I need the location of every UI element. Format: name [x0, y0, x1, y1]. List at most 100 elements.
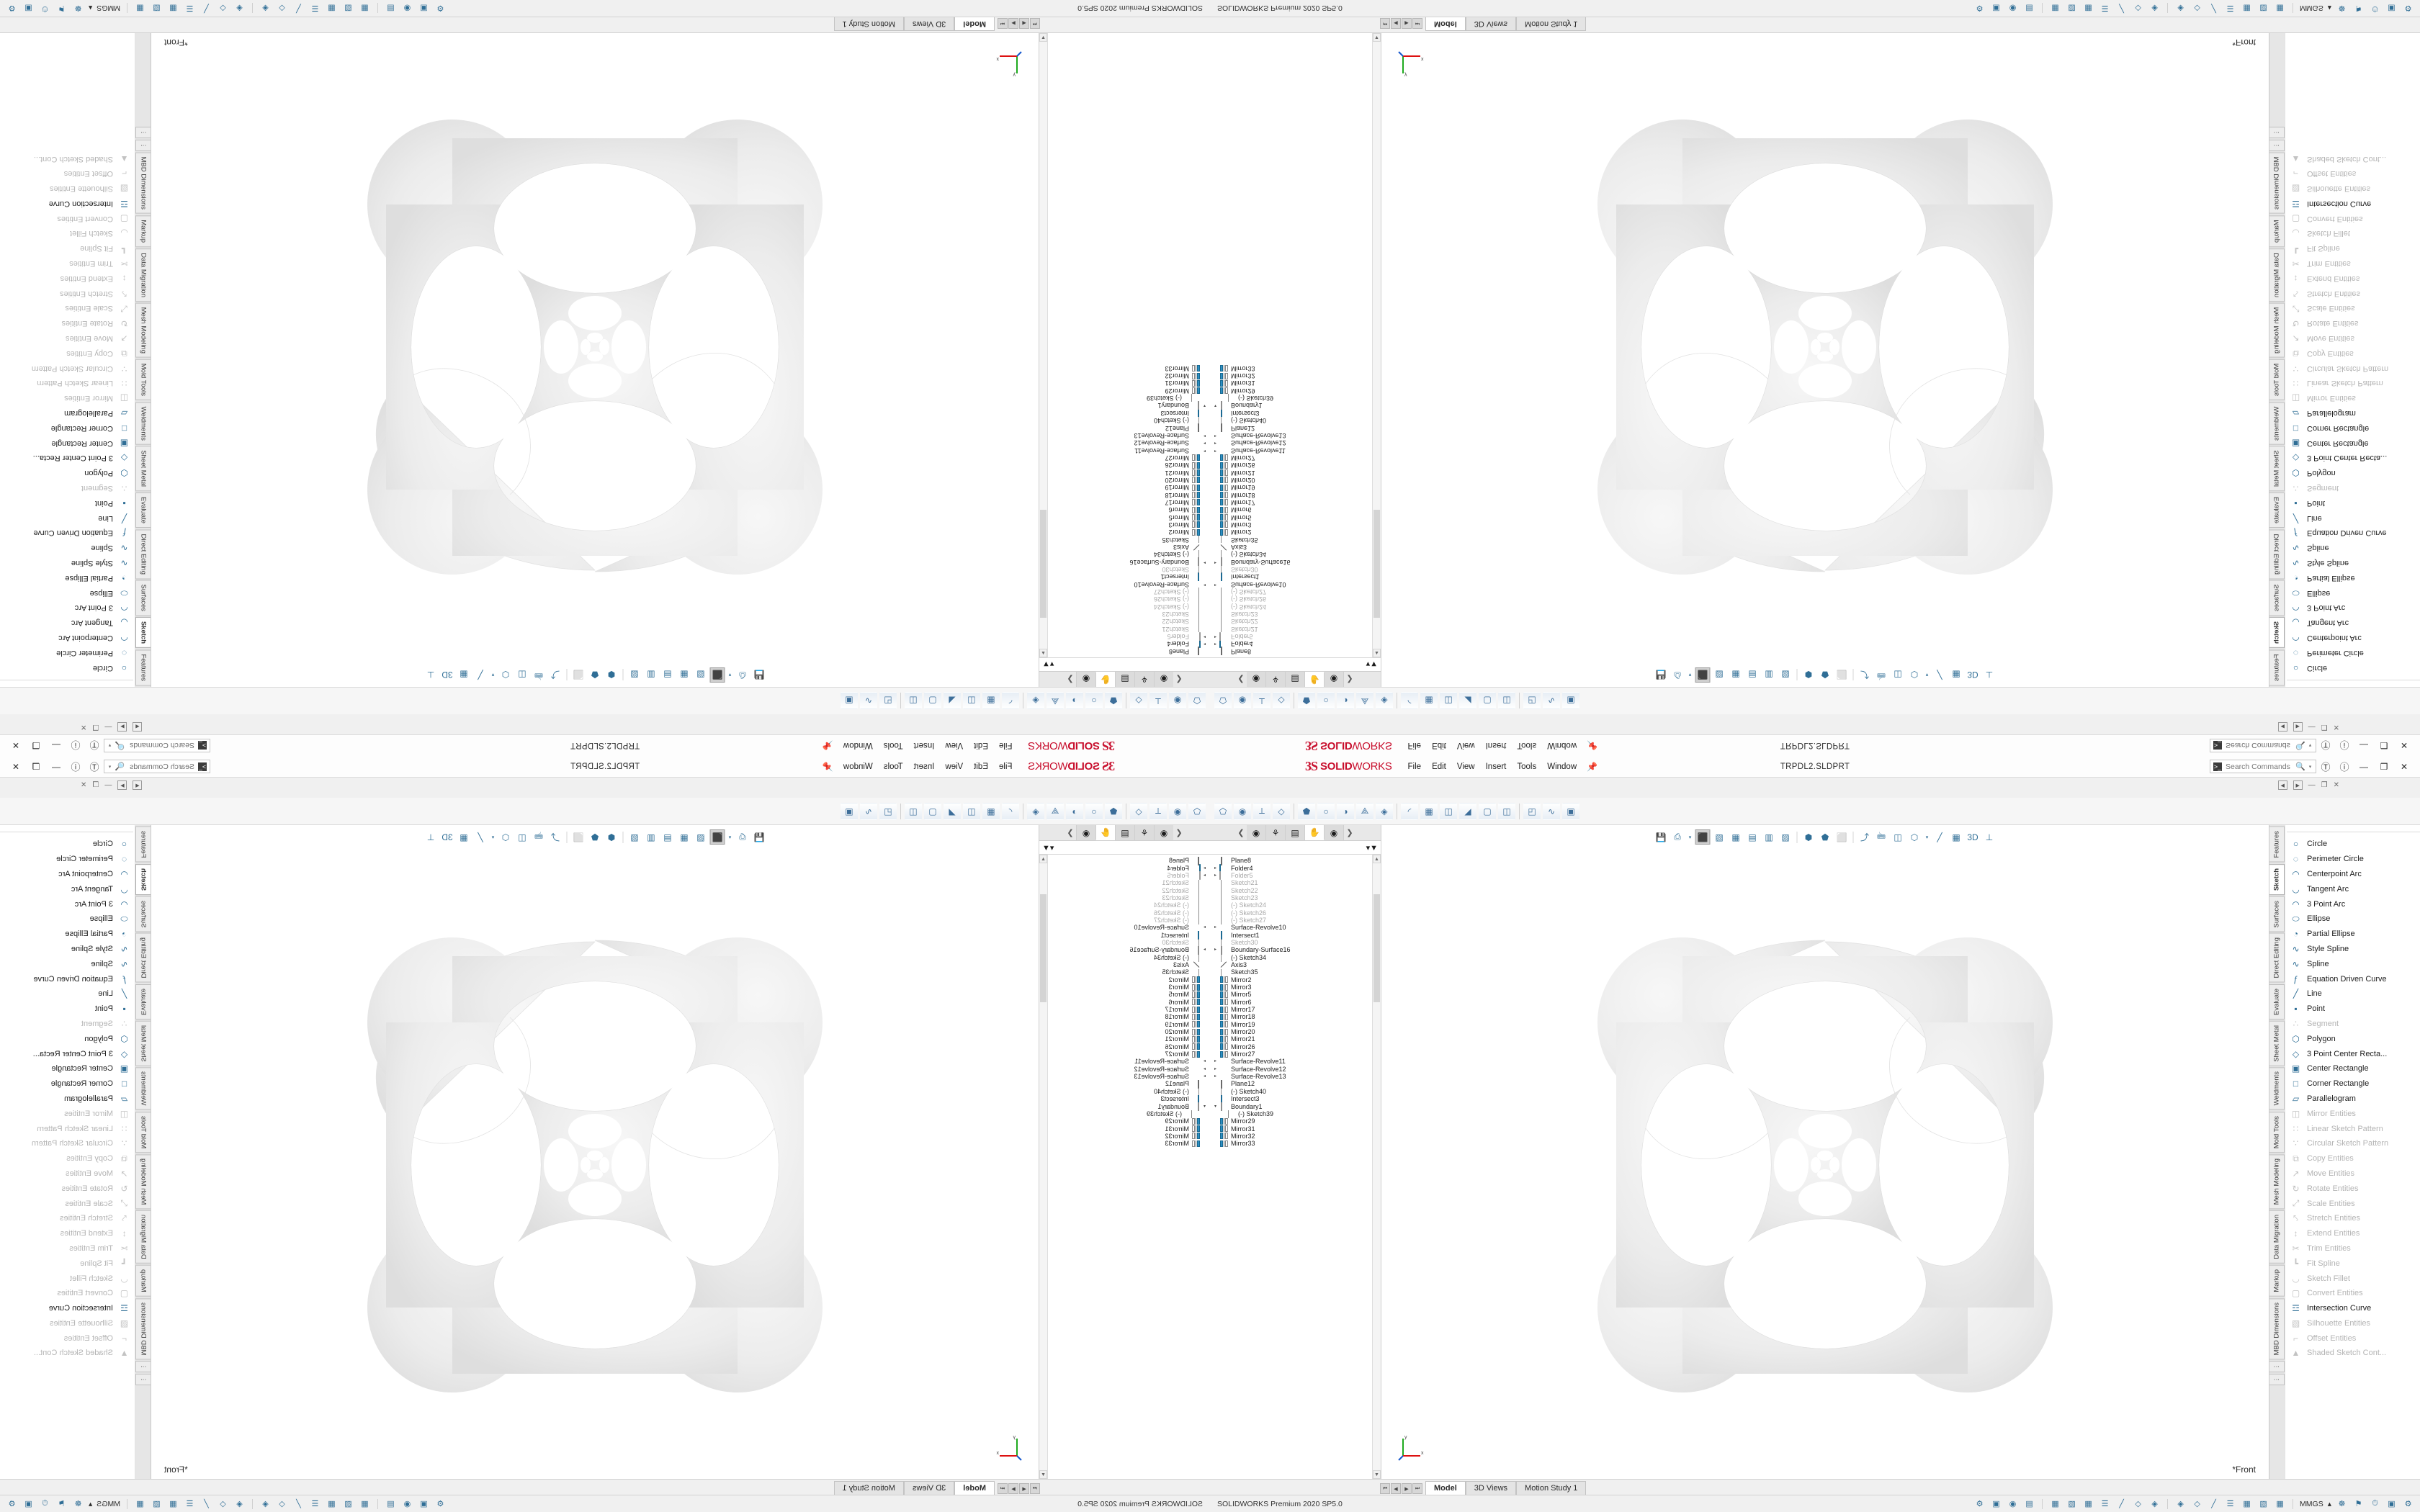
draft-icon[interactable]: ◢ — [944, 692, 961, 710]
expand-toggle-icon[interactable]: ▸ — [1214, 441, 1216, 446]
unit-system-caret-icon[interactable]: ▴ — [2327, 4, 2331, 13]
swept-cut-icon[interactable]: ⟁ — [1047, 692, 1064, 710]
perspective-button[interactable]: ╱ — [478, 670, 483, 680]
feature-tree-row[interactable]: Mirror21 — [1210, 469, 1381, 477]
feature-tree-tab[interactable]: ◉ — [1154, 825, 1173, 840]
feature-tree-row[interactable]: Plane8 — [1039, 856, 1210, 865]
scroll-down-icon[interactable]: ▼ — [1373, 1470, 1381, 1479]
mirror-icon[interactable]: ◫ — [1498, 692, 1515, 710]
restore-document-button[interactable]: ❐ — [92, 723, 99, 731]
chevron-down-icon[interactable]: ▾ — [2308, 742, 2312, 748]
sketch-status-icon[interactable]: ▣ — [420, 4, 428, 12]
sketch-menu-item[interactable]: ◡ Tangent Arc — [2285, 616, 2420, 631]
feature-tree-row[interactable]: Mirror6 — [1210, 999, 1381, 1006]
draft-icon[interactable]: ◢ — [1459, 692, 1476, 710]
linear-pattern-icon[interactable]: ▦ — [982, 802, 1000, 820]
feature-tree-row[interactable]: ▸ Folder5 — [1039, 871, 1210, 881]
hole-wizard-icon[interactable]: ○ — [1085, 802, 1103, 820]
tab-motion-study[interactable]: Motion Study 1 — [1516, 1481, 1587, 1495]
capture-icon[interactable]: ▣ — [24, 1500, 32, 1508]
tabs-scroll-left-icon[interactable]: ❮ — [1237, 829, 1245, 837]
tab-model[interactable]: Model — [954, 1481, 995, 1495]
chevron-down-icon[interactable]: ▾ — [2308, 764, 2312, 770]
search-input[interactable]: Search Commands — [130, 741, 194, 750]
sketch-menu-item[interactable]: □ Corner Rectangle — [2285, 1076, 2420, 1092]
command-tab-mbd-dimensions[interactable]: MBD Dimensions — [135, 152, 151, 215]
edge-icon[interactable]: ╱ — [2211, 4, 2216, 12]
swept-cut-icon[interactable]: ⟁ — [1356, 692, 1373, 710]
revolved-cut-icon[interactable]: ◑ — [1337, 802, 1354, 820]
reference-geometry-icon[interactable]: ◰ — [1523, 692, 1541, 710]
next-tab-icon[interactable]: ▶ — [1402, 18, 1412, 29]
sketch-menu-item[interactable]: ◇ 3 Point Center Recta... — [0, 1046, 135, 1061]
menu-item-edit[interactable]: Edit — [1432, 762, 1446, 771]
capture-icon[interactable]: ▣ — [2388, 4, 2396, 12]
feature-tree-row[interactable]: (-) Sketch40 — [1039, 1088, 1210, 1097]
feature-tree-row[interactable]: Sketch30 — [1210, 564, 1381, 573]
surface-d-icon[interactable]: ◇ — [220, 4, 226, 12]
hide-show-items-button[interactable]: ⤴ — [1860, 832, 1869, 842]
command-tab-evaluate[interactable]: Evaluate — [135, 984, 151, 1020]
reference-geometry-icon[interactable]: ◰ — [879, 802, 897, 820]
menu-item-insert[interactable]: Insert — [913, 741, 935, 750]
unit-system-icon[interactable]: ▦ — [361, 4, 369, 12]
grid2-icon[interactable]: ▦ — [2243, 1500, 2251, 1508]
measure-status-icon[interactable]: ◉ — [2009, 4, 2017, 12]
sketch-menu-item[interactable]: ◌ Perimeter Circle — [2285, 645, 2420, 660]
view-dropdown[interactable]: ▾ — [1688, 672, 1692, 678]
feature-tree-row[interactable]: Axis3 — [1210, 961, 1381, 968]
scroll-up-icon[interactable]: ▲ — [1373, 855, 1381, 863]
command-tab-direct-editing[interactable]: Direct Editing — [135, 933, 151, 983]
feature-tree-row[interactable]: Mirror18 — [1210, 1013, 1381, 1020]
expand-toggle-icon[interactable]: ▸ — [1214, 642, 1216, 647]
minimize-window-button[interactable]: — — [52, 761, 60, 772]
feature-tree-row[interactable]: Sketch30 — [1210, 939, 1381, 948]
lofted-cut-icon[interactable]: ◈ — [1376, 692, 1393, 710]
rib-icon[interactable]: ◫ — [1440, 802, 1457, 820]
sketch-menu-item[interactable]: ⬭ Ellipse — [2285, 912, 2420, 927]
search-commands-box[interactable]: >_ Search Commands 🔍 ▾ — [104, 739, 210, 752]
slope-icon[interactable]: ╱ — [296, 4, 301, 12]
unit-edit-icon[interactable]: ▦ — [136, 4, 144, 12]
filter-icon[interactable]: ▾▼ — [1042, 660, 1054, 669]
overlay2-icon[interactable]: ▧ — [153, 1500, 161, 1508]
list2-icon[interactable]: ☰ — [186, 1500, 194, 1508]
feature-tree-row[interactable]: Sketch22 — [1039, 886, 1210, 896]
expand-toggle-icon[interactable]: ▸ — [1204, 865, 1206, 870]
print-button[interactable]: ⎙ — [739, 832, 746, 842]
shell-icon[interactable]: ▢ — [924, 692, 941, 710]
sketch-menu-item[interactable]: ☲ Intersection Curve — [2285, 1301, 2420, 1316]
menu-item-view[interactable]: View — [1456, 762, 1475, 771]
view-orientation-button[interactable]: ▨ — [630, 670, 639, 680]
tab-motion-study[interactable]: Motion Study 1 — [833, 17, 904, 31]
feature-tree-row[interactable]: Sketch35 — [1039, 535, 1210, 544]
feature-tree-row[interactable]: ▸ Folder5 — [1210, 631, 1381, 641]
command-tab-surfaces[interactable]: Surfaces — [135, 580, 151, 616]
sketch-menu-item[interactable]: ◠ 3 Point Arc — [2285, 896, 2420, 912]
swept-boss-icon[interactable]: ⟂ — [1253, 692, 1270, 710]
extruded-boss-icon[interactable]: ⬠ — [1188, 692, 1206, 710]
menu-item-window[interactable]: Window — [1547, 762, 1577, 771]
sketch-menu-item[interactable]: ⬡ Polygon — [2285, 1031, 2420, 1046]
display-style-wire[interactable]: ⬜ — [573, 832, 584, 842]
surface-b-icon[interactable]: ◈ — [262, 1500, 269, 1508]
overlay-icon[interactable]: ▧ — [344, 4, 352, 12]
slope-icon[interactable]: ╱ — [2119, 1500, 2124, 1508]
sketch-menu-item[interactable]: ◇ 3 Point Center Recta... — [2285, 1046, 2420, 1061]
fillet-icon[interactable]: ◜ — [1401, 692, 1418, 710]
surface-b-icon[interactable]: ◈ — [262, 4, 269, 12]
feature-tree-row[interactable]: Mirror2 — [1210, 976, 1381, 984]
command-tab-direct-editing[interactable]: Direct Editing — [2269, 933, 2285, 983]
feature-tree-row[interactable]: Mirror20 — [1210, 1028, 1381, 1035]
first-tab-icon[interactable]: ⏮ — [1030, 18, 1040, 29]
sketch-menu-item[interactable]: ▪ Point — [2285, 1002, 2420, 1017]
display-manager-tab[interactable]: ◉ — [1076, 825, 1095, 840]
print-button[interactable]: ⎙ — [1674, 832, 1681, 842]
feature-tree-row[interactable]: Mirror3 — [1039, 984, 1210, 991]
apply-scene-button[interactable]: ◫ — [1894, 670, 1902, 680]
feature-tree-row[interactable]: Mirror2 — [1039, 976, 1210, 984]
command-tab-sketch[interactable]: Sketch — [2269, 863, 2285, 895]
configuration-manager-tab[interactable]: ▤ — [1115, 672, 1134, 687]
chevron-down-icon[interactable]: ▾ — [108, 764, 112, 770]
surface-a-icon[interactable]: ◇ — [279, 4, 285, 12]
